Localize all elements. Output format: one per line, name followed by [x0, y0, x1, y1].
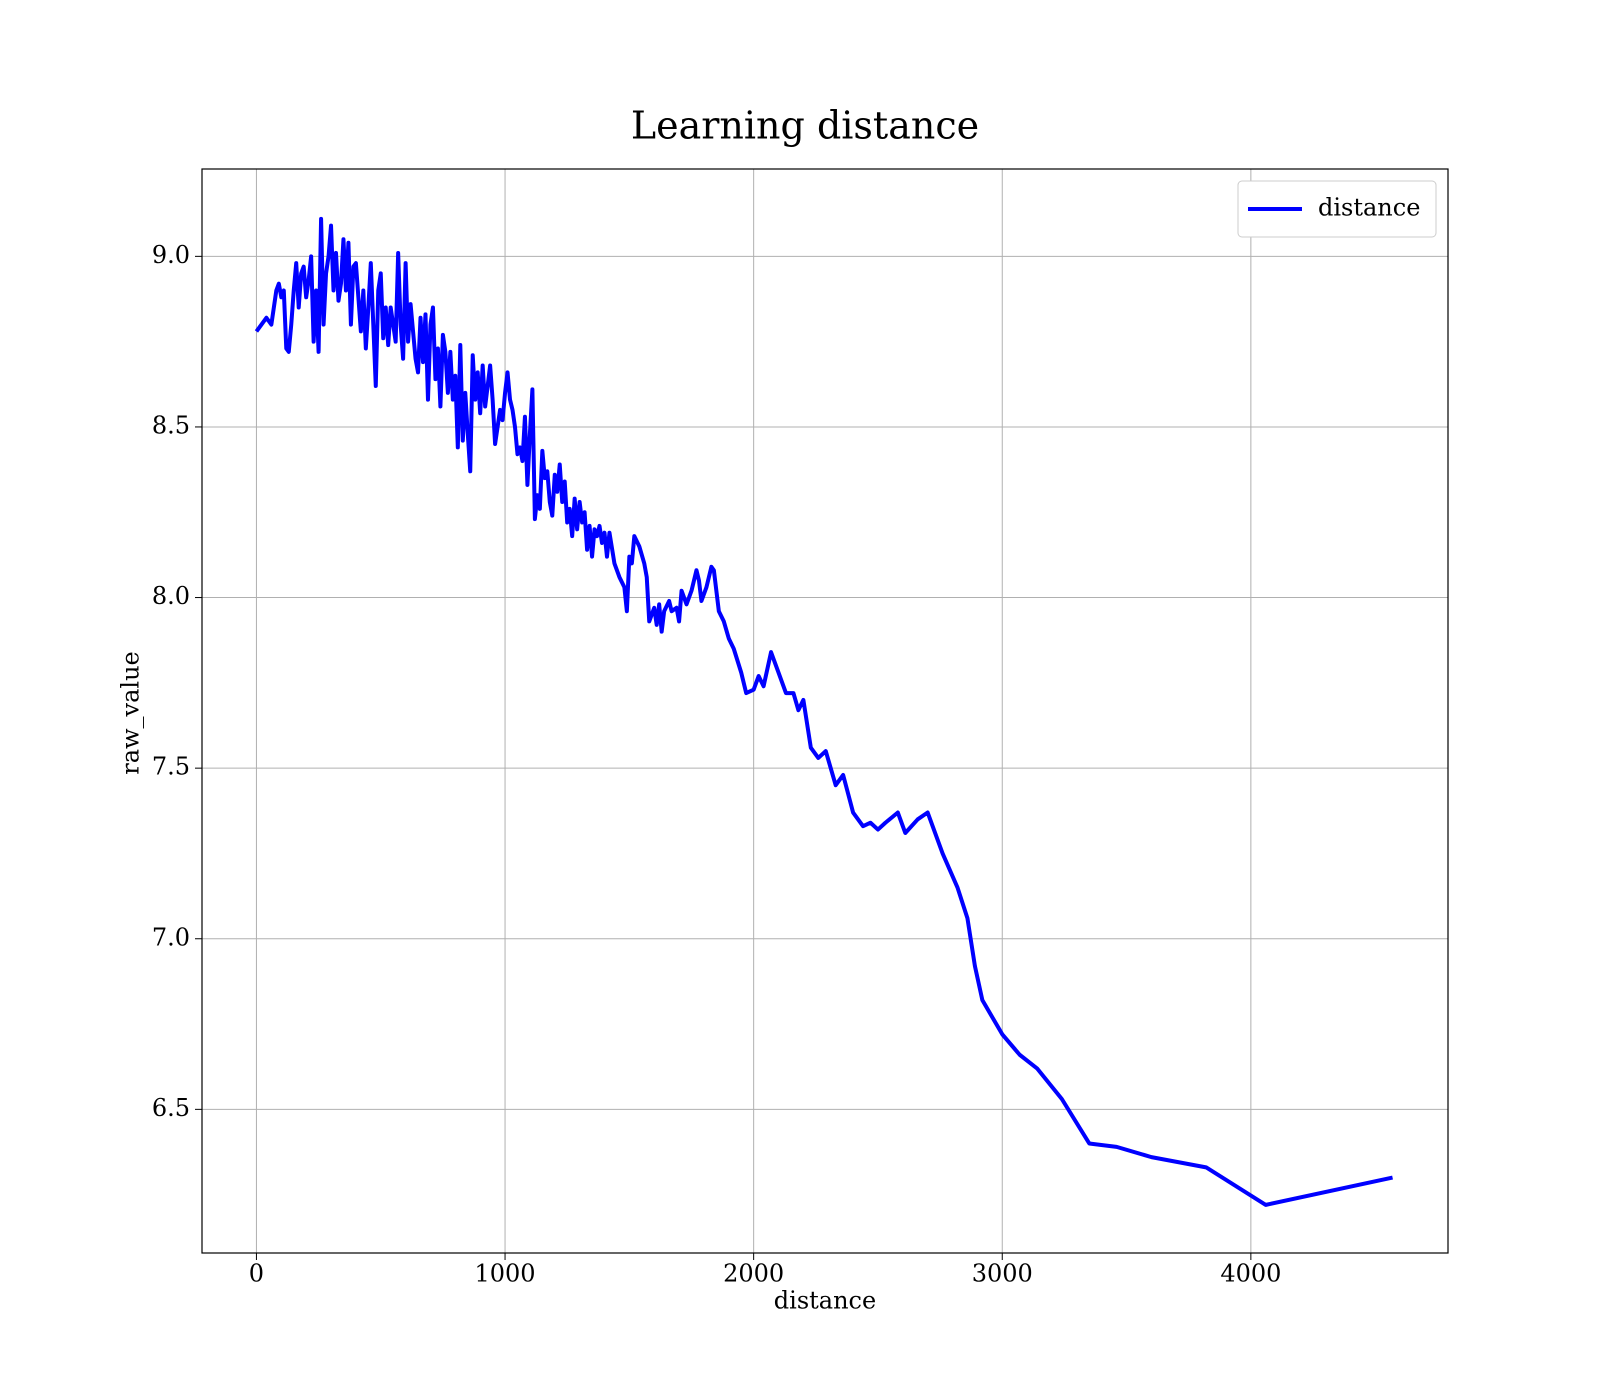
y-axis-label: raw_value [117, 651, 145, 775]
plot-frame [201, 168, 1449, 1254]
y-tick-label: 8.0 [152, 582, 190, 610]
y-tick-label: 9.0 [152, 241, 190, 269]
x-axis-label: distance [774, 1287, 876, 1315]
x-tick-label: 3000 [972, 1260, 1033, 1288]
y-tick-label: 7.5 [152, 753, 190, 781]
data-line [254, 216, 1393, 1207]
x-tick-label: 4000 [1220, 1260, 1281, 1288]
chart-title: Learning distance [631, 104, 979, 148]
x-tick-label: 0 [249, 1260, 264, 1288]
x-tick-label: 2000 [723, 1260, 784, 1288]
y-tick-label: 6.5 [152, 1094, 190, 1122]
y-tick-label: 7.0 [152, 923, 190, 951]
legend-label: distance [1318, 194, 1420, 222]
legend-box [1237, 180, 1437, 238]
y-tick-label: 8.5 [152, 411, 190, 439]
x-tick-label: 1000 [475, 1260, 536, 1288]
